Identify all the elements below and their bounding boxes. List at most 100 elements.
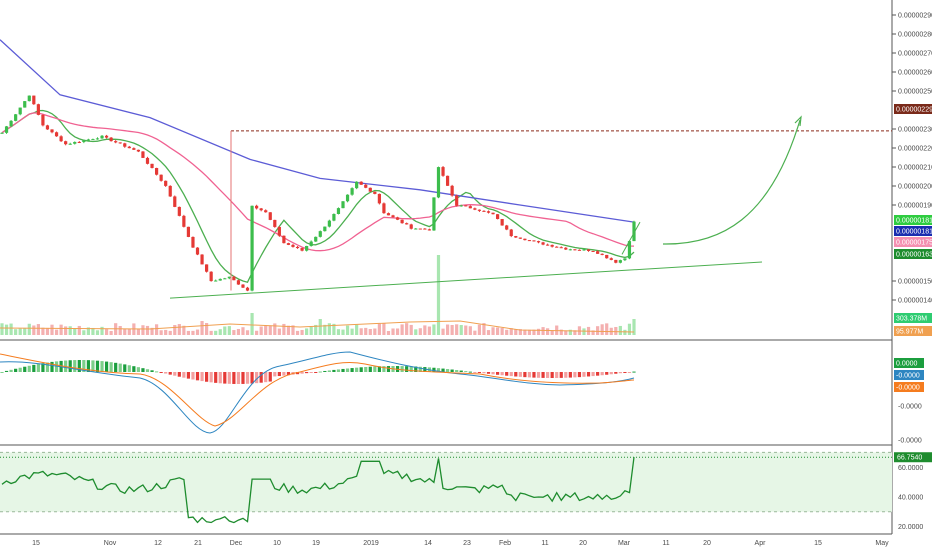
volume-bar (82, 330, 86, 335)
volume-bar (500, 327, 504, 335)
trendlines (169, 115, 892, 299)
macd-histogram-bar (282, 372, 286, 376)
macd-histogram-bar (468, 371, 472, 373)
candle-body (54, 132, 59, 137)
volume-bar (36, 324, 40, 335)
price-axis[interactable]: 0.00000290 0.00000280 0.00000270 0.00000260… (892, 13, 932, 305)
candle-body (409, 224, 413, 229)
candle-body (255, 205, 259, 209)
macd-histogram-bar (4, 370, 9, 372)
volume-bar (377, 323, 381, 335)
macd-histogram-bar (159, 372, 163, 373)
volume-bar (477, 324, 482, 335)
macd-histogram-bar (600, 372, 604, 376)
candle-body (532, 240, 536, 242)
candle-body (455, 195, 459, 206)
volume-bar (173, 325, 177, 335)
macd-histogram-bar (268, 372, 272, 382)
candle-body (305, 245, 309, 251)
price-tick-label: 0.00000190 (898, 203, 932, 210)
candle-body (214, 280, 218, 282)
candle-body (123, 143, 127, 147)
macd-badge-text: -0.0000 (896, 373, 920, 380)
candle-body (100, 135, 104, 139)
macd-histogram-bar (227, 372, 231, 384)
volume-bar (59, 324, 63, 335)
time-tick-label: Nov (104, 540, 117, 547)
macd-histogram-bar (414, 366, 418, 372)
candle-body (9, 120, 13, 127)
macd-histogram-bar (300, 372, 304, 374)
price-tick-label: 0.00000280 (898, 32, 932, 39)
volume-bar (564, 330, 568, 335)
volume-bar (50, 324, 54, 335)
candle-body (500, 219, 504, 226)
volume-bar (518, 329, 522, 335)
candle-body (495, 214, 500, 220)
candle-body (441, 167, 445, 176)
candle-body (464, 205, 468, 207)
volume-bars (0, 255, 636, 335)
macd-histogram-bar (50, 361, 54, 372)
volume-bar (514, 328, 518, 335)
time-axis[interactable]: 15 Nov 12 21 Dec 10 19 2019 14 23 Feb 11 20 Mar 11 20 Ap… (32, 540, 889, 547)
candle-body (300, 248, 304, 251)
volume-bar (455, 324, 459, 335)
macd-histogram-bar (177, 372, 181, 377)
macd-histogram-bar (555, 372, 559, 378)
macd-histogram-bar (132, 366, 136, 372)
candle-body (596, 251, 600, 254)
volume-bar (245, 330, 250, 335)
candle-body (382, 203, 386, 214)
time-tick-label: 14 (424, 540, 432, 547)
volume-bar (77, 325, 81, 335)
macd-histogram-bar (91, 360, 95, 372)
macd-histogram-bar (486, 372, 491, 374)
price-badge (894, 215, 932, 225)
macd-histogram-bar (154, 371, 159, 373)
candle-body (4, 126, 9, 133)
volume-bar (159, 330, 163, 335)
candle-body (491, 212, 495, 215)
candle-body (509, 229, 513, 237)
macd-histogram-bar (518, 372, 522, 377)
candle-body (82, 140, 86, 142)
macd-histogram-bar (477, 372, 482, 373)
candle-body (573, 249, 577, 251)
price-tick-label: 0.00000150 (898, 279, 932, 286)
rsi-band-fill (0, 452, 892, 512)
candle-body (564, 247, 568, 250)
macd-histogram-bar (482, 372, 486, 374)
time-tick-label: Feb (499, 540, 511, 547)
candle-body (414, 228, 418, 230)
volume-bar (9, 323, 13, 335)
rsi-panel: 60.0000 40.0000 20.0000 66.7540 (0, 451, 932, 531)
candle-body (623, 258, 627, 261)
price-badge-text: 0.00000163 (896, 252, 932, 259)
volume-bar (259, 326, 263, 335)
candle-body (609, 258, 613, 260)
volume-bar (141, 325, 145, 335)
volume-bar (486, 330, 491, 335)
time-tick-label: 15 (814, 540, 822, 547)
candle-body (173, 196, 177, 207)
volume-bar (491, 327, 495, 335)
candle-body (236, 280, 241, 285)
volume-bar (614, 326, 618, 335)
volume-bar (154, 324, 159, 335)
volume-bar (227, 326, 231, 335)
macd-histogram-bar (277, 372, 281, 377)
candle-body (136, 149, 141, 152)
volume-bar (495, 327, 500, 335)
macd-badge (894, 382, 924, 392)
volume-bar (232, 330, 236, 335)
candle-body (350, 188, 354, 195)
macd-histogram-bar (514, 372, 518, 377)
candle-body (400, 219, 404, 224)
volume-bar (264, 325, 268, 335)
ma-fast-line (1, 109, 635, 283)
macd-histogram-bar (54, 361, 59, 372)
volume-bar (464, 325, 468, 335)
right-labels: 0.00000229 0.00000181 0.00000181 0.00000175… (894, 104, 932, 392)
